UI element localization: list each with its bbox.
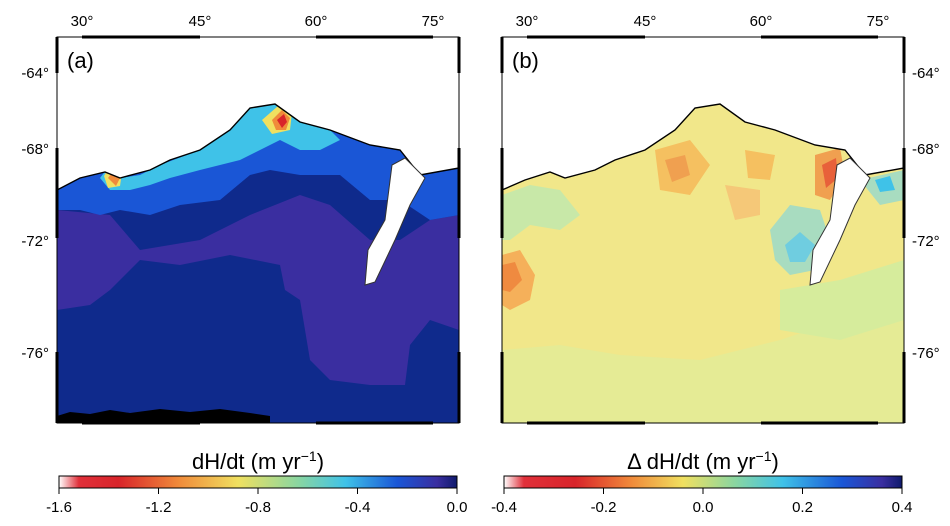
lat-tick-label: -76° xyxy=(21,345,49,362)
colorbar-gradient xyxy=(58,475,458,489)
colorbar-tick-label: 0.2 xyxy=(792,499,813,516)
lat-tick-labels: -64° -68° -72° -76° xyxy=(912,65,940,362)
colorbar-title: Δ dH/dt (m yr−1) xyxy=(627,448,779,474)
map-frame xyxy=(55,35,461,425)
lon-tick-label: 75° xyxy=(422,13,445,30)
colorbar-tick-label: 0.0 xyxy=(447,499,468,516)
colorbar-tick-label: 0.0 xyxy=(693,499,714,516)
delta-dhdt-field xyxy=(502,37,904,423)
colorbar-tick-label: -1.2 xyxy=(146,499,172,516)
colorbar-title: dH/dt (m yr−1) xyxy=(192,448,324,474)
panel-label: (b) xyxy=(512,48,539,73)
lat-tick-label: -68° xyxy=(21,141,49,158)
colorbar-tick-label: 0.4 xyxy=(892,499,913,516)
lon-tick-label: 45° xyxy=(189,13,212,30)
lat-tick-label: -76° xyxy=(912,345,940,362)
map-panel-b: (b) 30° 45° 60° 75° -64° -68° -72° -76° xyxy=(500,13,940,425)
colorbar-tick-label: -0.2 xyxy=(591,499,617,516)
lon-tick-labels: 30° 45° 60° 75° xyxy=(71,13,445,30)
map-frame xyxy=(500,35,906,425)
lat-tick-label: -68° xyxy=(912,141,940,158)
lon-tick-label: 60° xyxy=(305,13,328,30)
colorbar-b: Δ dH/dt (m yr−1) -0.4 -0.2 0.0 0.2 0.4 xyxy=(491,448,912,516)
lon-tick-label: 30° xyxy=(516,13,539,30)
colorbar-tick-label: -0.4 xyxy=(491,499,517,516)
lat-tick-labels: -64° -68° -72° -76° xyxy=(21,65,49,362)
dhdt-field xyxy=(57,37,459,423)
lon-tick-label: 30° xyxy=(71,13,94,30)
lon-tick-label: 60° xyxy=(750,13,773,30)
map-panel-a: (a) 30° 45° 60° 75° -64° -68° -72° -76° xyxy=(21,13,461,425)
lat-tick-label: -72° xyxy=(21,233,49,250)
colorbar-tick-label: -0.8 xyxy=(245,499,271,516)
colorbar-tick-label: -0.4 xyxy=(345,499,371,516)
lat-tick-label: -64° xyxy=(912,65,940,82)
colorbar-gradient xyxy=(503,475,903,489)
panel-label: (a) xyxy=(67,48,94,73)
colorbar-tick-label: -1.6 xyxy=(46,499,72,516)
lon-tick-label: 75° xyxy=(867,13,890,30)
colorbar-a: dH/dt (m yr−1) -1.6 -1.2 -0.8 -0.4 0.0 xyxy=(46,448,467,516)
lat-tick-label: -64° xyxy=(21,65,49,82)
lon-tick-labels: 30° 45° 60° 75° xyxy=(516,13,890,30)
lat-tick-label: -72° xyxy=(912,233,940,250)
lon-tick-label: 45° xyxy=(634,13,657,30)
